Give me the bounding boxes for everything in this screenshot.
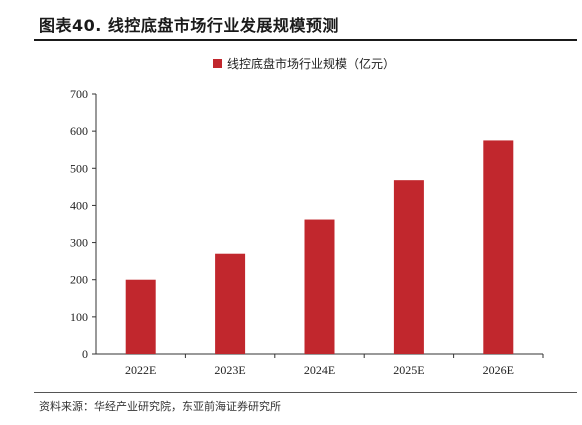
- bar: [304, 219, 335, 354]
- bar: [483, 140, 514, 354]
- legend-label: 线控底盘市场行业规模（亿元）: [227, 56, 395, 71]
- x-tick-label: 2023E: [214, 363, 245, 377]
- figure-title: 图表40. 线控底盘市场行业发展规模预测: [39, 16, 339, 35]
- y-tick-label: 300: [70, 236, 88, 250]
- source-divider: [34, 392, 577, 393]
- bar: [215, 253, 246, 354]
- y-tick-label: 200: [70, 273, 88, 287]
- y-tick-label: 0: [82, 347, 88, 361]
- bar-chart: 线控底盘市场行业规模（亿元） 0 100 200 300 400 500 600 700 2022…: [70, 56, 544, 377]
- bar: [393, 180, 424, 354]
- x-tick-label: 2022E: [125, 363, 156, 377]
- x-tick-label: 2024E: [304, 363, 335, 377]
- y-tick-label: 700: [70, 87, 88, 101]
- y-tick-label: 500: [70, 161, 88, 175]
- x-tick-label: 2026E: [483, 363, 514, 377]
- x-tick-label: 2025E: [393, 363, 424, 377]
- chart-area: 线控底盘市场行业规模（亿元） 0 100 200 300 400 500 600 700 2022…: [34, 41, 577, 390]
- bar: [125, 279, 156, 354]
- legend-swatch: [213, 59, 222, 68]
- y-tick-label: 400: [70, 198, 88, 212]
- title-divider: [34, 39, 577, 41]
- y-tick-label: 100: [70, 310, 88, 324]
- y-tick-label: 600: [70, 124, 88, 138]
- source-note: 资料来源：华经产业研究院，东亚前海证券研究所: [39, 400, 281, 413]
